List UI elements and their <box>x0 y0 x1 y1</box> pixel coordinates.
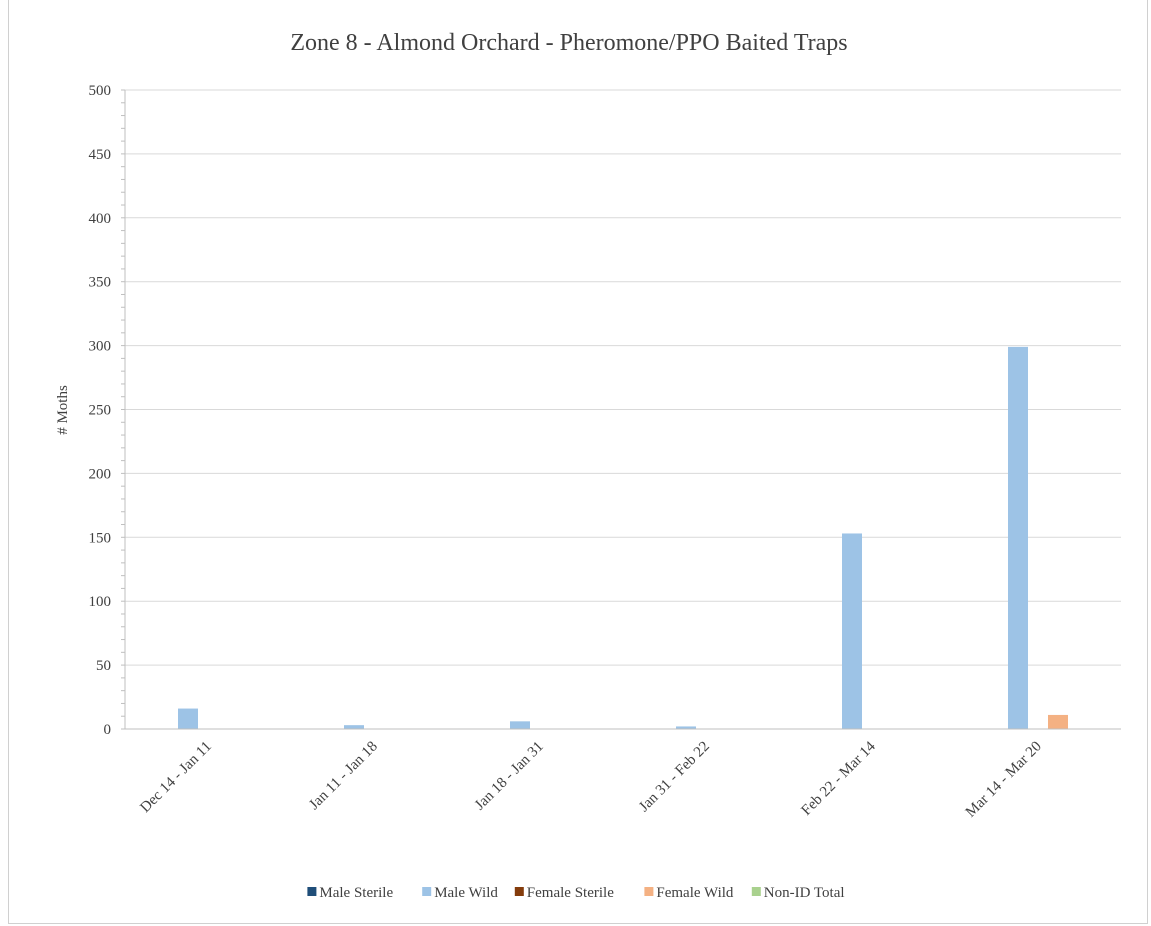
bars <box>178 346 1068 729</box>
x-category-label: Jan 18 - Jan 31 <box>472 739 547 814</box>
x-category-label: Mar 14 - Mar 20 <box>963 739 1045 821</box>
legend-label: Non-ID Total <box>764 885 845 901</box>
y-tick-label: 50 <box>96 658 111 674</box>
bar-male-wild <box>344 725 364 729</box>
y-tick-label: 500 <box>89 83 112 99</box>
bar-chart: Zone 8 - Almond Orchard - Pheromone/PPO … <box>55 30 1121 901</box>
y-tick-label: 0 <box>104 722 112 738</box>
y-tick-label: 350 <box>89 275 112 291</box>
bar-male-wild <box>178 708 198 729</box>
y-tick-label: 200 <box>89 466 112 482</box>
bar-male-wild <box>510 721 530 729</box>
y-tick-label: 150 <box>89 530 112 546</box>
legend-label: Male Wild <box>434 885 498 901</box>
bar-female-wild <box>1048 714 1068 729</box>
y-tick-label: 450 <box>89 147 112 163</box>
x-category-label: Jan 11 - Jan 18 <box>306 739 381 814</box>
legend-label: Female Wild <box>656 885 734 901</box>
legend: Male Sterile Male Wild Female Sterile Femal… <box>307 885 845 901</box>
chart-frame: Zone 8 - Almond Orchard - Pheromone/PPO … <box>8 0 1148 924</box>
y-tick-label: 100 <box>89 594 112 610</box>
axes: 0 50 100 150 200 250 300 350 400 450 500 Dec 14 - J… <box>89 83 1121 821</box>
y-tick-label: 250 <box>89 403 112 419</box>
x-category-label: Dec 14 - Jan 11 <box>137 739 214 816</box>
legend-swatch <box>422 887 432 896</box>
bar-male-wild <box>1008 346 1028 729</box>
legend-label: Male Sterile <box>319 885 393 901</box>
legend-swatch <box>751 887 761 896</box>
x-category-label: Feb 22 - Mar 14 <box>799 738 880 819</box>
legend-swatch <box>644 887 654 896</box>
legend-label: Female Sterile <box>527 885 614 901</box>
bar-male-wild <box>676 726 696 729</box>
y-axis-label: # Moths <box>55 385 71 435</box>
y-tick-label: 400 <box>89 211 112 227</box>
gridlines <box>125 89 1121 666</box>
chart-title: Zone 8 - Almond Orchard - Pheromone/PPO … <box>290 30 847 56</box>
y-tick-label: 300 <box>89 339 112 355</box>
legend-swatch <box>307 887 317 896</box>
x-category-label: Jan 31 - Feb 22 <box>636 739 713 816</box>
bar-male-wild <box>842 533 862 729</box>
legend-swatch <box>514 887 524 896</box>
